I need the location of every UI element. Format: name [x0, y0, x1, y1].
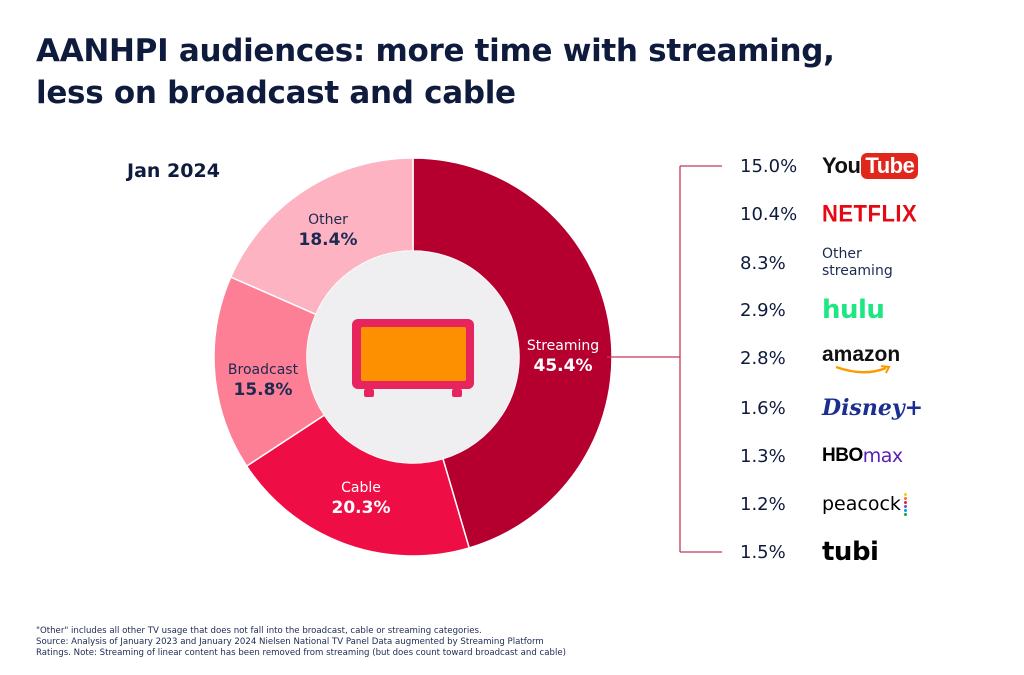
platform-value-netflix: 10.4%: [740, 203, 798, 225]
hulu-logo: hulu: [822, 295, 885, 325]
chart-title-line-2: less on broadcast and cable: [36, 75, 516, 111]
youtube-logo: You Tube: [822, 153, 919, 179]
netflix-logo: NETFLIX: [822, 199, 918, 228]
streaming-bracket: [607, 165, 722, 553]
tubi-logo: tubi: [822, 537, 879, 567]
segment-value-other: 18.4%: [298, 230, 358, 250]
platform-value-amazon: 2.8%: [740, 347, 786, 369]
peacock-logo-text: peacock: [822, 493, 901, 515]
platform-row-hbomax: 1.3% HBO max: [740, 436, 903, 476]
segment-name-streaming: Streaming: [526, 338, 600, 354]
platform-row-peacock: 1.2% peacock: [740, 484, 907, 524]
youtube-logo-you: You: [822, 153, 861, 178]
hbo-max-logo-hbo: HBO: [822, 445, 863, 466]
platform-value-hulu: 2.9%: [740, 299, 786, 321]
disney-plus-logo: Disney+: [822, 395, 924, 421]
period-label: Jan 2024: [127, 160, 220, 182]
youtube-logo-tube: Tube: [861, 153, 919, 179]
tv-icon: [352, 319, 474, 397]
peacock-logo: peacock: [822, 492, 907, 516]
amazon-smile-icon: [835, 365, 891, 374]
platform-row-disney: 1.6% Disney+: [740, 388, 923, 428]
platform-value-disney: 1.6%: [740, 397, 786, 419]
platform-row-netflix: 10.4% NETFLIX: [740, 194, 917, 234]
segment-name-broadcast: Broadcast: [227, 362, 299, 378]
tv-screen: [361, 327, 466, 381]
hbo-max-logo-max: max: [862, 445, 903, 467]
platform-value-tubi: 1.5%: [740, 541, 786, 563]
segment-value-streaming: 45.4%: [533, 356, 593, 376]
chart-title-line-1: AANHPI audiences: more time with streami…: [36, 33, 835, 69]
segment-label-broadcast: Broadcast 15.8%: [228, 361, 298, 401]
platform-value-other-streaming: 8.3%: [740, 252, 786, 274]
platform-value-peacock: 1.2%: [740, 493, 786, 515]
peacock-dots-icon: [903, 492, 907, 516]
platform-row-amazon: 2.8% amazon: [740, 338, 900, 378]
platform-value-hbomax: 1.3%: [740, 445, 786, 467]
segment-name-cable: Cable: [341, 480, 381, 496]
platform-value-youtube: 15.0%: [740, 155, 798, 177]
tv-leg-right: [452, 389, 462, 397]
segment-name-other: Other: [308, 212, 348, 228]
footnote: "Other" includes all other TV usage that…: [36, 626, 676, 659]
hbo-max-logo: HBO max: [822, 445, 903, 467]
segment-value-cable: 20.3%: [331, 498, 391, 518]
segment-label-streaming: Streaming 45.4%: [527, 337, 599, 377]
tv-leg-left: [364, 389, 374, 397]
platform-row-other-streaming: 8.3% Other streaming: [740, 243, 932, 283]
segment-label-cable: Cable 20.3%: [332, 479, 391, 519]
amazon-logo-text: amazon: [822, 343, 901, 366]
other-streaming-label: Other streaming: [822, 246, 893, 279]
segment-value-broadcast: 15.8%: [233, 380, 293, 400]
platform-row-hulu: 2.9% hulu: [740, 290, 885, 330]
amazon-logo: amazon: [822, 343, 901, 374]
platform-row-youtube: 15.0% You Tube: [740, 146, 919, 186]
footnote-line-1: "Other" includes all other TV usage that…: [36, 626, 482, 636]
footnote-line-3: Ratings. Note: Streaming of linear conte…: [36, 648, 566, 658]
chart-title: AANHPI audiences: more time with streami…: [36, 30, 896, 114]
segment-label-other: Other 18.4%: [299, 211, 358, 251]
platform-row-tubi: 1.5% tubi: [740, 532, 879, 572]
footnote-line-2: Source: Analysis of January 2023 and Jan…: [36, 637, 544, 647]
